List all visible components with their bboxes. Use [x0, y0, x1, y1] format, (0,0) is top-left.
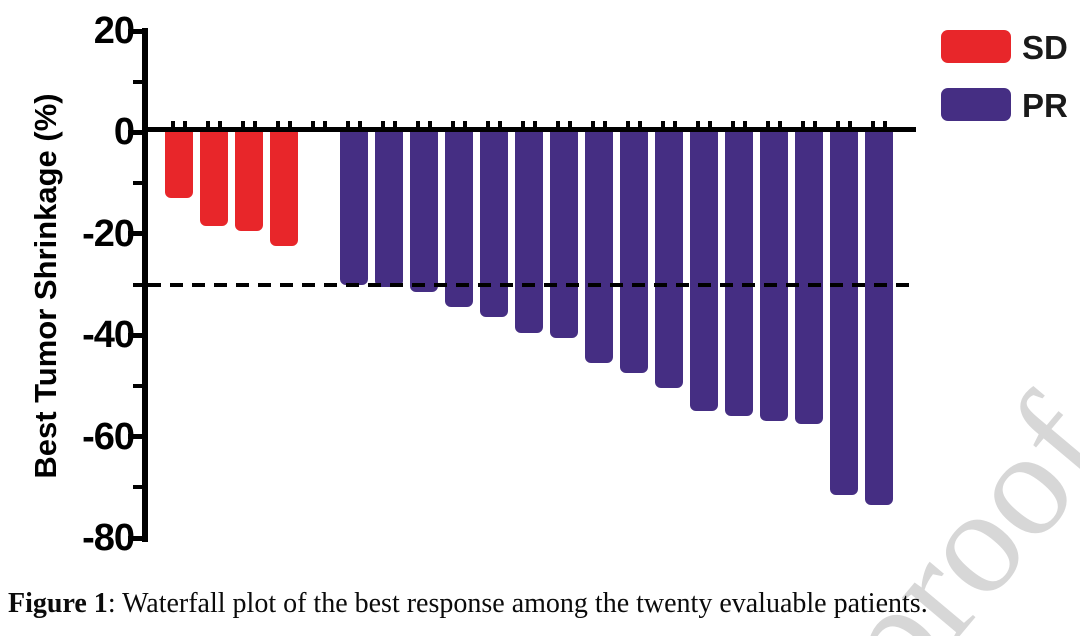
x-axis-tick — [591, 121, 595, 127]
x-axis-tick — [486, 121, 490, 127]
x-axis-tick — [568, 121, 572, 127]
x-axis-tick — [883, 121, 887, 127]
patient-bar-sd — [165, 129, 193, 199]
patient-bar-pr — [655, 129, 683, 389]
x-axis-tick — [661, 121, 665, 127]
x-axis-tick — [416, 121, 420, 127]
x-axis-tick — [393, 121, 397, 127]
x-axis-tick — [253, 121, 257, 127]
x-axis-tick — [778, 121, 782, 127]
y-major-tick — [128, 231, 142, 237]
x-axis-tick — [521, 121, 525, 127]
figure-caption-text: : Waterfall plot of the best response am… — [107, 588, 928, 619]
y-major-tick — [128, 332, 142, 338]
patient-bar-pr — [585, 129, 613, 364]
x-axis-tick — [463, 121, 467, 127]
y-tick-label: -60 — [82, 415, 135, 458]
patient-bar-pr — [550, 129, 578, 338]
x-axis-tick — [323, 121, 327, 127]
x-axis-tick — [241, 121, 245, 127]
legend-label-sd: SD — [1022, 29, 1068, 66]
x-axis-tick — [533, 121, 537, 127]
y-minor-tick — [133, 282, 142, 287]
x-axis-tick — [638, 121, 642, 127]
y-tick-label: -80 — [82, 517, 135, 559]
x-axis-tick — [743, 121, 747, 127]
y-minor-tick — [133, 181, 142, 186]
x-axis-tick — [451, 121, 455, 127]
x-axis-tick — [358, 121, 362, 127]
x-axis-tick — [346, 121, 350, 127]
patient-bar-pr — [410, 129, 438, 293]
patient-bar-pr — [830, 129, 858, 495]
x-axis-tick — [288, 121, 292, 127]
x-axis-zero-line — [142, 127, 916, 132]
x-axis-tick — [871, 121, 875, 127]
x-axis-tick — [766, 121, 770, 127]
x-axis-tick — [206, 121, 210, 127]
x-axis-tick — [603, 121, 607, 127]
y-major-tick — [128, 28, 142, 34]
y-minor-tick — [133, 383, 142, 388]
figure-caption-number: Figure 1 — [8, 588, 108, 619]
x-axis-tick — [813, 121, 817, 127]
reference-line-dashed-minus30 — [148, 282, 912, 287]
y-tick-label: -40 — [82, 314, 135, 357]
patient-bar-sd — [235, 129, 263, 232]
x-axis-tick — [696, 121, 700, 127]
y-tick-label: 0 — [113, 111, 135, 154]
patient-bar-pr — [620, 129, 648, 374]
patient-bar-pr — [690, 129, 718, 412]
x-axis-tick — [836, 121, 840, 127]
patient-bar-pr — [865, 129, 893, 506]
legend-label-pr: PR — [1022, 87, 1068, 124]
patient-bar-pr — [480, 129, 508, 318]
legend-swatch-pr — [941, 88, 1011, 121]
x-axis-tick — [183, 121, 187, 127]
y-major-tick — [128, 434, 142, 440]
y-axis-line — [142, 28, 148, 542]
patient-bar-pr — [515, 129, 543, 333]
legend-swatch-sd — [941, 30, 1011, 63]
y-major-tick — [128, 129, 142, 135]
patient-bar-pr — [445, 129, 473, 308]
x-axis-tick — [311, 121, 315, 127]
y-minor-tick — [133, 79, 142, 84]
y-tick-label: 20 — [93, 10, 135, 52]
x-axis-tick — [218, 121, 222, 127]
patient-bar-pr — [760, 129, 788, 422]
x-axis-tick — [556, 121, 560, 127]
x-axis-tick — [428, 121, 432, 127]
x-axis-tick — [673, 121, 677, 127]
x-axis-tick — [848, 121, 852, 127]
patient-bar-pr — [375, 129, 403, 288]
x-axis-tick — [801, 121, 805, 127]
y-tick-label: -20 — [82, 212, 135, 255]
figure-caption: Figure 1: Waterfall plot of the best res… — [8, 588, 1072, 620]
x-axis-tick — [708, 121, 712, 127]
patient-bar-pr — [340, 129, 368, 285]
x-axis-tick — [381, 121, 385, 127]
patient-bar-pr — [795, 129, 823, 424]
x-axis-tick — [276, 121, 280, 127]
patient-bar-sd — [200, 129, 228, 227]
y-major-tick — [128, 535, 142, 541]
x-axis-tick — [171, 121, 175, 127]
patient-bar-pr — [725, 129, 753, 417]
y-minor-tick — [133, 485, 142, 490]
x-axis-tick — [731, 121, 735, 127]
patient-bar-sd — [270, 129, 298, 247]
x-axis-tick — [498, 121, 502, 127]
x-axis-tick — [626, 121, 630, 127]
